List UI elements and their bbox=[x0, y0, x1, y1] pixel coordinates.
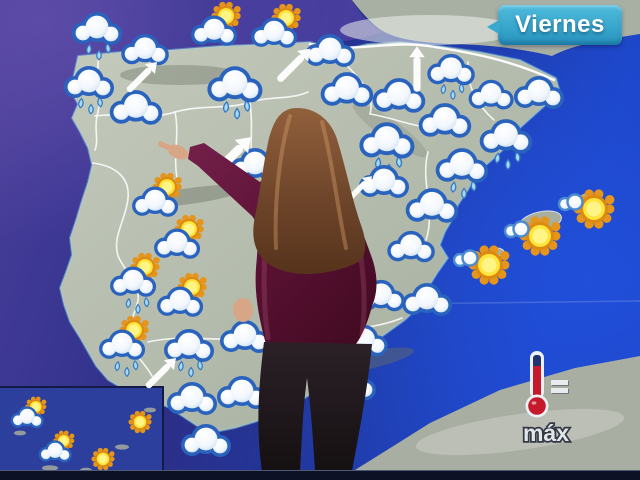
weather-icon-cloud bbox=[121, 33, 169, 66]
canary-inset bbox=[0, 386, 164, 480]
max-temp-legend: máx bbox=[521, 351, 571, 448]
day-label: Viernes bbox=[515, 11, 605, 38]
presenter-pants bbox=[258, 342, 372, 471]
presenter-hair-highlight bbox=[273, 114, 348, 250]
bottom-bezel bbox=[0, 470, 640, 480]
thermometer-max-icon bbox=[525, 351, 569, 418]
day-banner: Viernes bbox=[487, 5, 622, 45]
max-temp-label: máx bbox=[523, 420, 569, 446]
presenter-hair bbox=[253, 108, 366, 274]
equals-icon bbox=[551, 380, 569, 394]
presenter-front-hand bbox=[233, 298, 253, 322]
africa-landmass bbox=[348, 356, 640, 480]
presenter-pointing-hand bbox=[157, 141, 189, 160]
weather-icon-sun-small-cloud bbox=[559, 189, 614, 228]
presenter bbox=[157, 108, 377, 471]
